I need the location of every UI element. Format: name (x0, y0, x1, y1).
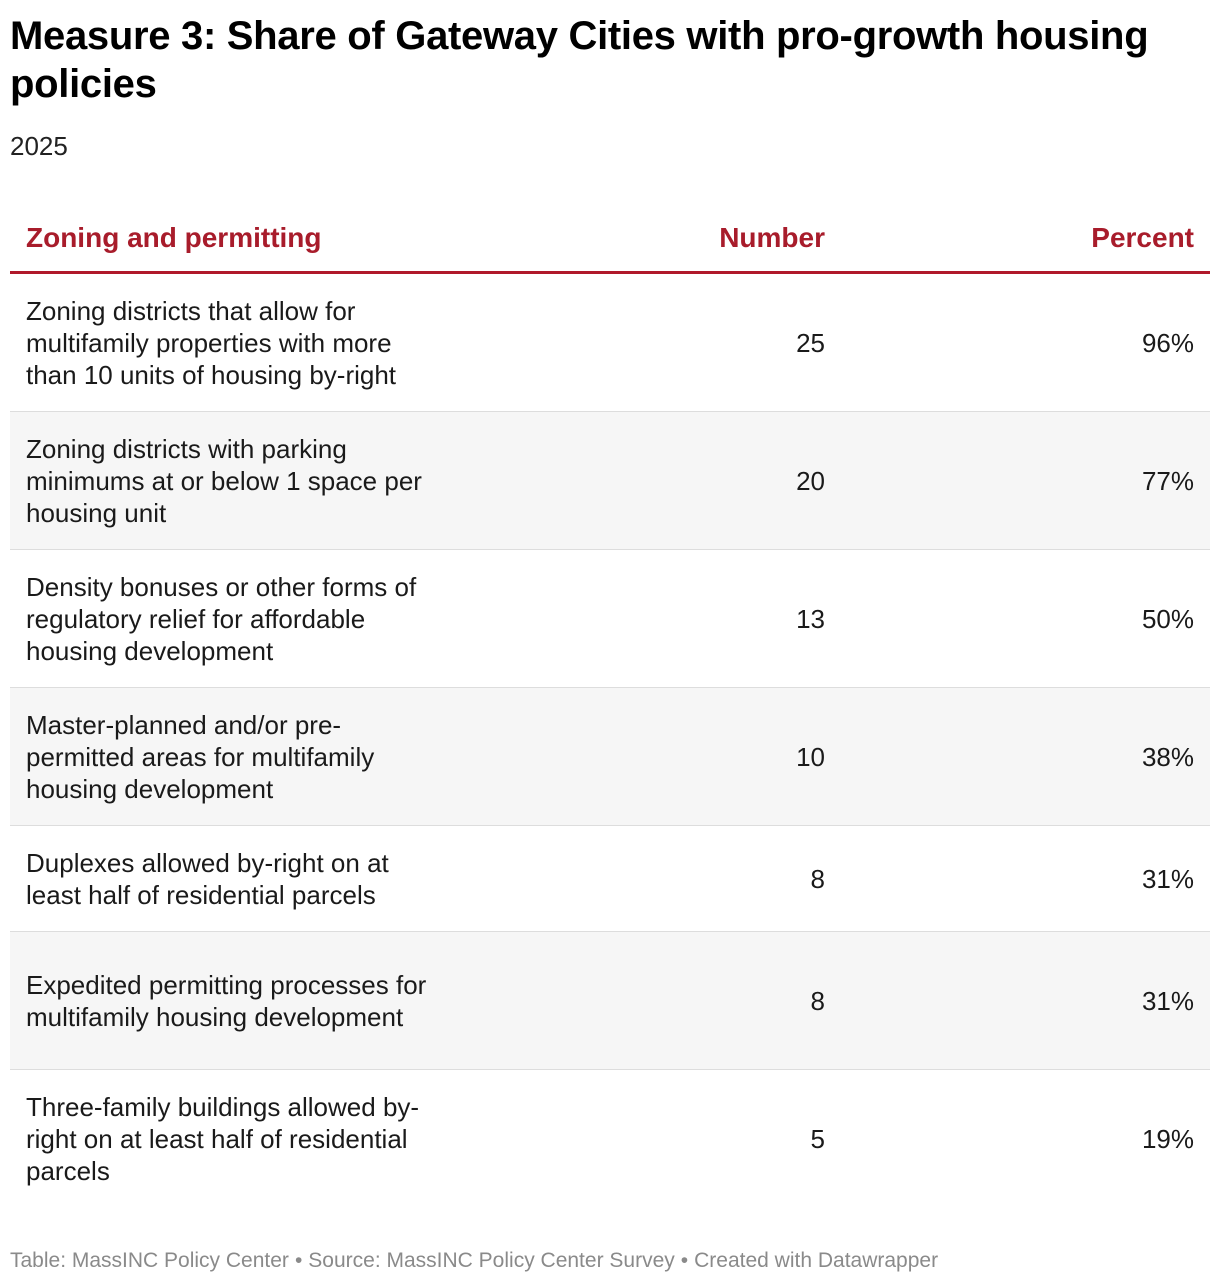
row-percent: 77% (1141, 465, 1194, 496)
source-credit: Source: MassINC Policy Center Survey (308, 1249, 675, 1272)
chart-title: Measure 3: Share of Gateway Cities with … (10, 14, 1149, 106)
row-percent: 50% (1141, 603, 1194, 634)
row-label: Three-family buildings allowed by-right … (26, 1091, 420, 1186)
row-number: 8 (810, 985, 825, 1016)
table-row: Density bonuses or other forms of regula… (10, 550, 1210, 688)
footer-separator: • (680, 1249, 689, 1272)
chart-footer: Table: MassINC Policy Center • Source: Mas… (10, 1247, 938, 1275)
row-number: 13 (796, 603, 825, 634)
table-row: Expedited permitting processes for multi… (10, 932, 1210, 1070)
table-row: Zoning districts with parking minimums a… (10, 412, 1210, 550)
column-header-percent: Percent (1091, 222, 1194, 253)
row-number: 8 (810, 863, 825, 894)
row-label: Master-planned and/or pre-permitted area… (26, 709, 375, 804)
column-header-zoning: Zoning and permitting (26, 222, 322, 253)
table-row: Duplexes allowed by-right on at least ha… (10, 826, 1210, 932)
table-header: Zoning and permitting Number Percent (10, 205, 1210, 274)
column-header-number: Number (719, 222, 825, 253)
table-row: Zoning districts that allow for multifam… (10, 274, 1210, 412)
row-percent: 19% (1141, 1123, 1194, 1154)
row-percent: 96% (1141, 327, 1194, 358)
row-label: Expedited permitting processes for multi… (26, 969, 427, 1032)
chart-subtitle: 2025 (10, 131, 68, 161)
row-percent: 38% (1141, 741, 1194, 772)
row-label: Zoning districts that allow for multifam… (26, 295, 397, 390)
data-table: Zoning and permitting Number Percent Zon… (10, 205, 1210, 1207)
datawrapper-link[interactable]: Created with Datawrapper (694, 1249, 939, 1272)
row-percent: 31% (1141, 863, 1194, 894)
row-label: Density bonuses or other forms of regula… (26, 571, 417, 666)
row-label: Zoning districts with parking minimums a… (26, 433, 422, 528)
table-row: Three-family buildings allowed by-right … (10, 1070, 1210, 1207)
row-number: 5 (810, 1123, 825, 1154)
table-credit: Table: MassINC Policy Center (10, 1249, 289, 1272)
row-number: 20 (796, 465, 825, 496)
row-number: 10 (796, 741, 825, 772)
footer-separator: • (294, 1249, 303, 1272)
row-number: 25 (796, 327, 825, 358)
row-percent: 31% (1141, 985, 1194, 1016)
row-label: Duplexes allowed by-right on at least ha… (26, 847, 389, 910)
table-row: Master-planned and/or pre-permitted area… (10, 688, 1210, 826)
